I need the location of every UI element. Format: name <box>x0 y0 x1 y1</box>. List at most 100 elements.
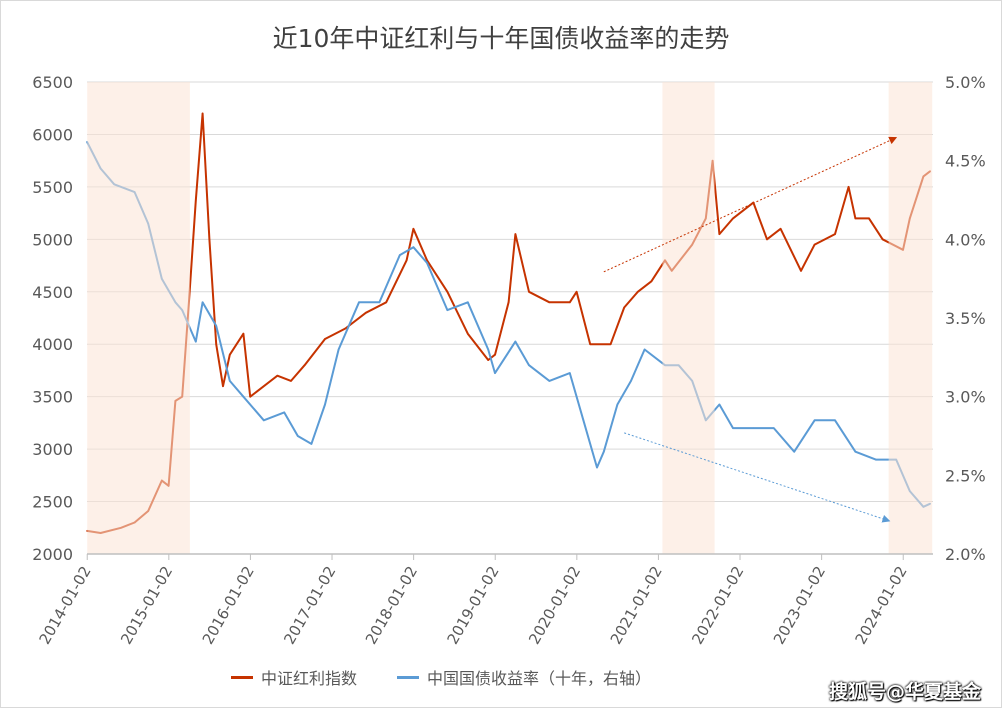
y-right-tick-label: 4.5% <box>945 152 986 171</box>
bond-yield-point <box>358 301 360 304</box>
dividend-index-point <box>847 186 850 188</box>
shaded-period <box>87 82 190 554</box>
dividend-index-point <box>868 217 870 220</box>
bond-yield-point <box>875 458 877 461</box>
x-tick-label: 2015-01-02 <box>117 563 176 648</box>
dividend-index-point <box>249 395 251 398</box>
bond-yield-point <box>283 411 286 414</box>
dividend-index-point <box>487 359 490 361</box>
dividend-index-point <box>623 306 625 309</box>
legend-swatch-red <box>230 675 253 679</box>
dividend-index-point <box>290 380 292 382</box>
y-left-tick-label: 3000 <box>32 440 73 459</box>
y-left-tick-label: 2000 <box>32 545 73 564</box>
bond-yield-point <box>195 340 197 343</box>
dividend-index-point <box>800 270 802 272</box>
watermark: 搜狐号@华夏基金 <box>828 681 981 703</box>
bond-yield-point <box>215 325 217 327</box>
bond-yield-point <box>569 372 571 374</box>
bond-yield-point <box>718 403 721 406</box>
dividend-index-point <box>779 228 782 230</box>
bond-yield-point <box>514 340 517 343</box>
bond-yield-point <box>582 419 585 422</box>
y-left-tick-label: 5000 <box>32 230 73 249</box>
dividend-index-point <box>467 332 469 335</box>
bond-yield-line <box>86 141 931 508</box>
legend-item-bond-yield: 中国国债收益率（十年，右轴） <box>397 665 651 689</box>
y-left-tick-label: 3500 <box>32 388 73 407</box>
bond-yield-point <box>793 450 795 453</box>
dividend-index-point <box>548 301 551 304</box>
dividend-index-point <box>575 290 578 293</box>
dividend-index-point <box>208 238 211 241</box>
dividend-index-point <box>494 353 496 356</box>
bond-yield-point <box>494 372 496 374</box>
y-left-tick-label: 4000 <box>32 335 73 354</box>
y-left-tick-label: 4500 <box>32 283 73 302</box>
dividend-index-point <box>528 290 530 293</box>
shaded-period <box>662 82 715 554</box>
bond-yield-point <box>297 435 299 437</box>
bond-yield-point <box>337 348 340 351</box>
dividend-index-point <box>276 374 279 377</box>
y-right-tick-label: 5.0% <box>945 73 986 92</box>
y-left-tick-label: 5500 <box>32 178 73 197</box>
dividend-index-point <box>222 385 224 387</box>
y-right-tick-label: 3.0% <box>945 388 986 407</box>
legend-item-dividend-index: 中证红利指数 <box>230 665 357 689</box>
dividend-index-point <box>881 238 884 241</box>
dividend-index-point <box>609 343 612 346</box>
dividend-index-point <box>344 327 347 330</box>
dividend-index-line <box>86 112 931 534</box>
x-tick-label: 2024-01-02 <box>852 563 911 648</box>
dividend-index-point <box>732 217 734 220</box>
legend: 中证红利指数 中国国债收益率（十年，右轴） <box>1 665 1001 689</box>
dividend-index-point <box>637 290 639 293</box>
bond-yield-point <box>813 419 816 422</box>
y-left-tick-label: 6000 <box>32 125 73 144</box>
bond-yield-point <box>643 348 646 351</box>
dividend-index-point <box>324 338 326 340</box>
x-tick-label: 2023-01-02 <box>770 563 829 648</box>
bond-yield-point <box>528 364 530 367</box>
dividend-index-point <box>426 259 428 262</box>
dividend-index-point <box>405 259 408 262</box>
x-tick-label: 2020-01-02 <box>525 563 584 648</box>
bond-yield-point <box>242 395 245 398</box>
chart-title: 近10年中证红利与十年国债收益率的走势 <box>272 24 730 53</box>
bond-yield-point <box>854 450 857 453</box>
bond-yield-point <box>263 419 265 422</box>
bond-yield-point <box>229 380 231 382</box>
y-left-tick-label: 6500 <box>32 73 73 92</box>
dividend-index-point <box>229 353 231 356</box>
x-tick-label: 2019-01-02 <box>444 563 503 648</box>
dividend-index-point <box>854 217 857 220</box>
dividend-index-point <box>650 280 653 283</box>
dividend-index-point <box>589 343 591 346</box>
dividend-index-point <box>256 390 258 393</box>
bond-yield-point <box>603 450 605 453</box>
x-tick-label: 2021-01-02 <box>607 563 666 648</box>
bond-yield-point <box>399 254 401 256</box>
dividend-index-point <box>514 233 517 235</box>
bond-yield-point <box>378 301 381 304</box>
dividend-index-point <box>303 364 306 367</box>
dividend-index-point <box>718 233 721 235</box>
bond-yield-point <box>752 427 755 429</box>
bond-yield-point <box>426 262 428 264</box>
dividend-index-point <box>507 301 510 304</box>
trend-arrow <box>624 432 891 523</box>
dividend-index-point <box>569 301 571 304</box>
bond-yield-point <box>596 466 598 469</box>
x-tick-label: 2018-01-02 <box>362 563 421 648</box>
legend-swatch-blue <box>397 675 419 679</box>
legend-label: 中国国债收益率（十年，右轴） <box>427 669 652 688</box>
bond-yield-point <box>201 301 204 304</box>
dividend-index-point <box>412 228 415 230</box>
y-right-tick-label: 2.0% <box>945 545 986 564</box>
dividend-index-point <box>242 332 245 335</box>
bond-yield-point <box>324 403 326 406</box>
bond-yield-point <box>548 380 551 382</box>
